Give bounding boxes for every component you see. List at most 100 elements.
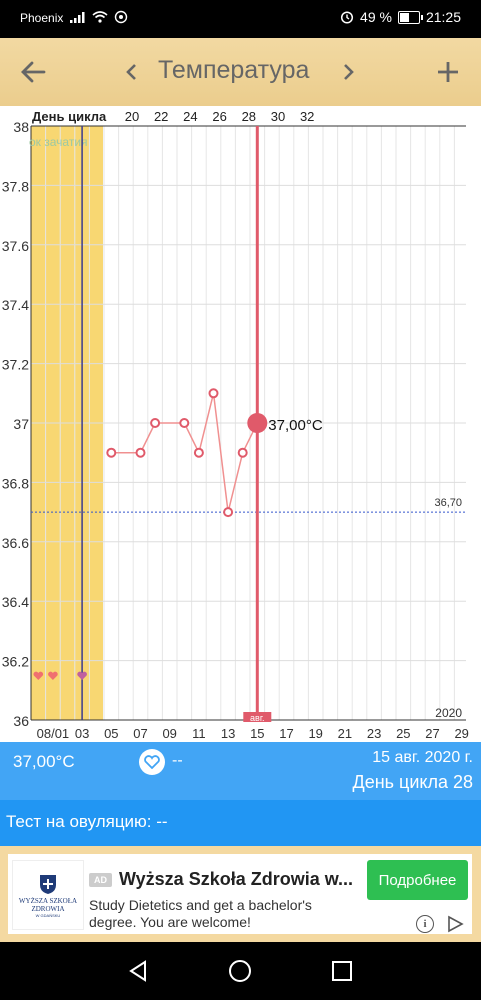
temperature-point: [208, 388, 219, 399]
y-tick-label: 37: [13, 416, 29, 432]
ad-info-icon[interactable]: i: [416, 915, 434, 933]
temperature-point: [223, 507, 234, 518]
x-date-label: 21: [338, 726, 352, 741]
cycle-day-tick: 20: [125, 109, 139, 124]
next-chart-button[interactable]: [334, 38, 364, 106]
y-tick-label: 36.2: [2, 654, 29, 670]
current-temperature-label: 37,00°C: [268, 417, 323, 434]
ad-logo[interactable]: WYŻSZA SZKOŁA ZDROWIA W GDAŃSKU: [12, 860, 84, 930]
current-day-month-label: авг.: [250, 713, 264, 723]
ad-choices-icon[interactable]: [446, 915, 464, 933]
y-tick-label: 37.2: [2, 357, 29, 373]
x-date-label: 11: [192, 726, 206, 741]
battery-percent: 49 %: [360, 9, 392, 25]
temperature-point: [193, 447, 204, 458]
temperature-point: [135, 447, 146, 458]
prev-chart-button[interactable]: [116, 38, 146, 106]
x-date-label: 13: [221, 726, 235, 741]
current-day-marker: [243, 712, 272, 722]
temperature-point: [237, 447, 248, 458]
back-button[interactable]: [10, 38, 56, 106]
ad-logo-line3: W GDAŃSKU: [35, 912, 61, 918]
chevron-right-icon: [344, 64, 354, 80]
status-right: 49 % 21:25: [340, 9, 461, 25]
y-tick-label: 37.4: [2, 297, 29, 313]
x-date-label: 08/01: [37, 726, 70, 741]
heart-icon: [48, 671, 58, 680]
crest-icon: [40, 874, 56, 894]
ad-title[interactable]: Wyższa Szkoła Zdrowia w...: [119, 869, 354, 889]
ad-description[interactable]: Study Dietetics and get a bachelor's deg…: [89, 897, 312, 930]
app-toolbar: Температура: [0, 38, 481, 108]
ad-logo-line1: WYŻSZA SZKOŁA: [18, 896, 78, 905]
alarm-icon: [340, 11, 354, 24]
ad-cta-button[interactable]: Подробнее: [367, 860, 468, 900]
cycle-day-tick: 24: [183, 109, 197, 124]
x-date-label: 07: [133, 726, 147, 741]
heart-icon: [33, 671, 44, 680]
ad-logo-line2: ZDROWIA: [31, 904, 65, 913]
intercourse-button[interactable]: [139, 749, 165, 775]
x-date-label: 17: [279, 726, 293, 741]
cycle-day-header: День цикла: [32, 109, 107, 124]
ovulation-test-bar[interactable]: Тест на овуляцию: --: [0, 800, 481, 846]
y-tick-label: 36.4: [2, 594, 29, 610]
clock: 21:25: [425, 9, 461, 25]
status-bar: Phoenix 49 % 21:25: [0, 0, 481, 38]
cycle-day-tick: 30: [271, 109, 285, 124]
x-date-label: 15: [250, 726, 264, 741]
chevron-left-icon: [126, 64, 136, 80]
coverline-label: 36,70: [434, 497, 462, 509]
nav-back-button[interactable]: [108, 942, 168, 1000]
temperature-point: [179, 418, 190, 428]
selected-date: 15 авг. 2020 г.: [372, 749, 473, 766]
ad-badge: AD: [89, 873, 112, 887]
y-tick-label: 36.8: [2, 475, 29, 491]
ad-banner-container: WYŻSZA SZKOŁA ZDROWIA W GDAŃSKU AD Wyższ…: [0, 846, 481, 942]
hotspot-icon: [114, 10, 128, 24]
heart-icon: [77, 671, 87, 680]
selected-temperature: 37,00°C: [13, 752, 75, 771]
battery-icon: [397, 10, 423, 24]
status-icons: [70, 10, 128, 24]
y-tick-label: 36.6: [2, 535, 29, 551]
cycle-day-tick: 28: [242, 109, 256, 124]
x-date-label: 09: [162, 726, 176, 741]
day-info-bar: 37,00°C -- 15 авг. 2020 г. День цикла 28: [0, 742, 481, 800]
fertile-window-label: ок зачатия: [29, 135, 88, 149]
x-date-label: 27: [425, 726, 439, 741]
x-date-label: 29: [454, 726, 468, 741]
temperature-chart-svg[interactable]: 36 36.2 36.4 36.6 36.8 37 37.2 37.4 37.6 37.8 38Де…: [0, 106, 481, 742]
cycle-day: День цикла 28: [352, 772, 474, 792]
recents-square-icon: [332, 961, 352, 981]
x-date-label: 05: [104, 726, 118, 741]
x-date-label: 03: [75, 726, 89, 741]
signal-icon: [70, 12, 85, 23]
x-date-label: 25: [396, 726, 410, 741]
y-tick-label: 38: [13, 119, 29, 135]
year-label: 2020: [435, 706, 462, 720]
temperature-chart[interactable]: 36 36.2 36.4 36.6 36.8 37 37.2 37.4 37.6 37.8 38 Де…: [0, 106, 481, 742]
current-temperature-point: [247, 413, 268, 433]
ad-banner[interactable]: WYŻSZA SZKOŁA ZDROWIA W GDAŃSKU AD Wyższ…: [8, 854, 472, 934]
temperature-point: [150, 418, 161, 428]
x-date-label: 19: [308, 726, 322, 741]
carrier-name: Phoenix: [20, 11, 64, 25]
wifi-icon: [92, 11, 108, 23]
ovulation-test-label: Тест на овуляцию: --: [6, 812, 168, 831]
page-title: Температура: [158, 56, 310, 84]
arrow-left-icon: [21, 61, 46, 83]
x-date-label: 23: [367, 726, 381, 741]
back-triangle-icon: [129, 960, 146, 982]
cycle-day-tick: 26: [212, 109, 226, 124]
intercourse-value: --: [172, 752, 183, 769]
y-tick-label: 36: [13, 713, 29, 729]
home-circle-icon: [229, 960, 251, 982]
add-button[interactable]: [428, 38, 468, 106]
system-nav-bar: [0, 942, 481, 1000]
plus-icon: [438, 62, 458, 82]
nav-home-button[interactable]: [210, 942, 270, 1000]
nav-recents-button[interactable]: [312, 942, 372, 1000]
cycle-day-tick: 32: [300, 109, 314, 124]
temperature-point: [106, 447, 117, 458]
